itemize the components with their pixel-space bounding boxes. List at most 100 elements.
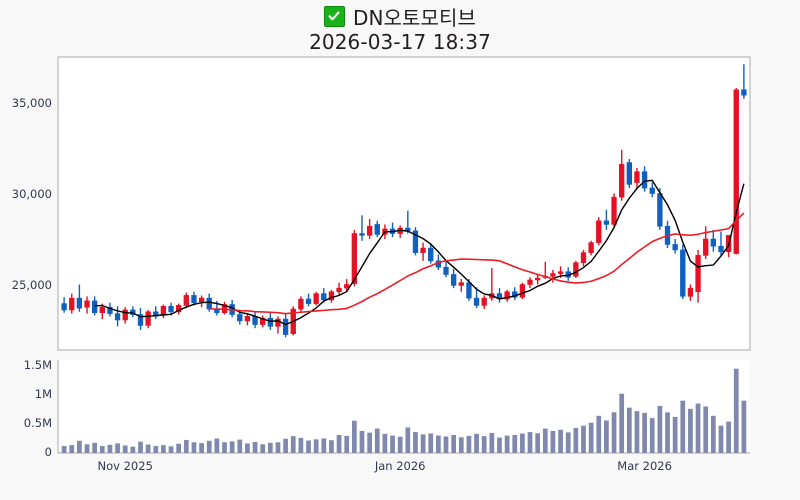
volume-bar <box>145 444 151 453</box>
volume-bar <box>466 435 472 453</box>
volume-bar <box>199 443 204 453</box>
volume-bar <box>183 439 189 453</box>
volume-bar <box>77 440 82 453</box>
volume-y-tick-label: 1.5M <box>23 357 52 372</box>
volume-bar <box>657 405 663 453</box>
volume-bar <box>222 442 227 453</box>
volume-bar <box>558 429 563 453</box>
volume-bar <box>520 433 525 453</box>
volume-bar <box>688 408 693 453</box>
volume-bar <box>260 444 266 453</box>
volume-bar <box>138 441 143 453</box>
price-y-tick-label: 25,000 <box>11 278 52 293</box>
volume-bar <box>474 433 479 453</box>
volume-y-tick-label: 0 <box>44 445 52 459</box>
volume-bar <box>512 434 518 453</box>
volume-bar <box>374 428 380 453</box>
chart-timestamp: 2026-03-17 18:37 <box>309 30 491 54</box>
x-tick-label: Mar 2026 <box>617 459 672 473</box>
volume-bar <box>489 432 495 453</box>
volume-bar <box>710 415 716 453</box>
ma-long-line <box>209 212 745 315</box>
volume-bar <box>359 430 365 453</box>
ma-short-line <box>94 179 745 326</box>
volume-bar <box>283 438 288 453</box>
volume-bar <box>306 440 311 453</box>
volume-bar <box>107 444 113 453</box>
volume-bar <box>122 445 128 453</box>
volume-bar <box>84 444 90 453</box>
volume-bar <box>535 433 541 453</box>
volume-bar <box>69 445 75 453</box>
volume-y-tick-label: 1M <box>34 386 52 401</box>
volume-bar <box>672 416 678 453</box>
volume-bar <box>695 403 701 453</box>
volume-bar <box>191 442 197 453</box>
volume-bar <box>451 434 457 453</box>
volume-bar <box>596 415 602 453</box>
volume-bar <box>61 446 67 453</box>
volume-bar <box>626 407 632 453</box>
volume-bar <box>420 434 426 453</box>
volume-bar <box>390 435 395 453</box>
volume-bar <box>397 436 403 453</box>
volume-bar <box>206 440 212 453</box>
volume-series <box>61 368 747 453</box>
volume-bar <box>443 436 449 453</box>
volume-bar <box>92 442 98 453</box>
volume-bar <box>565 432 571 453</box>
volume-bar <box>344 435 350 453</box>
volume-bar <box>252 441 258 453</box>
volume-bar <box>649 418 655 453</box>
chart-header: DN오토모티브 2026-03-17 18:37 <box>0 0 800 54</box>
volume-bar <box>428 433 434 453</box>
price-y-tick-label: 30,000 <box>11 187 52 202</box>
volume-bar <box>504 435 510 453</box>
volume-bar <box>329 440 334 453</box>
volume-bar <box>741 400 747 453</box>
price-panel-frame <box>57 56 751 351</box>
volume-bar <box>229 441 235 453</box>
x-tick-label: Nov 2025 <box>97 459 153 473</box>
volume-bar <box>413 432 418 453</box>
volume-bar <box>604 420 609 453</box>
volume-bar <box>718 425 724 453</box>
volume-bar <box>436 435 441 453</box>
volume-bar <box>703 406 709 453</box>
volume-bar <box>290 436 296 453</box>
volume-bar <box>237 439 243 453</box>
volume-bar <box>497 437 502 453</box>
volume-bar <box>275 442 281 453</box>
volume-bar <box>458 437 464 453</box>
volume-bar <box>733 368 739 453</box>
volume-bar <box>642 412 647 453</box>
volume-bar <box>542 428 548 453</box>
volume-bar <box>588 422 594 453</box>
volume-bar <box>176 443 182 453</box>
volume-bar <box>130 446 136 453</box>
volume-bar <box>619 393 625 453</box>
volume-bar <box>115 443 120 453</box>
x-tick-label: Jan 2026 <box>374 459 426 473</box>
volume-bar <box>367 432 372 453</box>
volume-bar <box>161 445 166 453</box>
volume-bar <box>550 430 556 453</box>
volume-bar <box>382 433 388 453</box>
green-check-icon <box>323 5 345 27</box>
volume-bar <box>153 446 159 453</box>
volume-y-tick-label: 0.5M <box>23 415 52 430</box>
volume-bar <box>405 427 411 453</box>
volume-bar <box>214 438 220 453</box>
volume-bar <box>481 436 487 453</box>
volume-bar <box>245 443 250 453</box>
price-y-tick-label: 35,000 <box>11 96 52 111</box>
volume-bar <box>168 446 174 453</box>
volume-bar <box>313 439 319 453</box>
volume-bar <box>581 425 586 453</box>
volume-bar <box>680 400 686 453</box>
volume-bar <box>321 438 327 453</box>
volume-bar <box>665 412 670 453</box>
